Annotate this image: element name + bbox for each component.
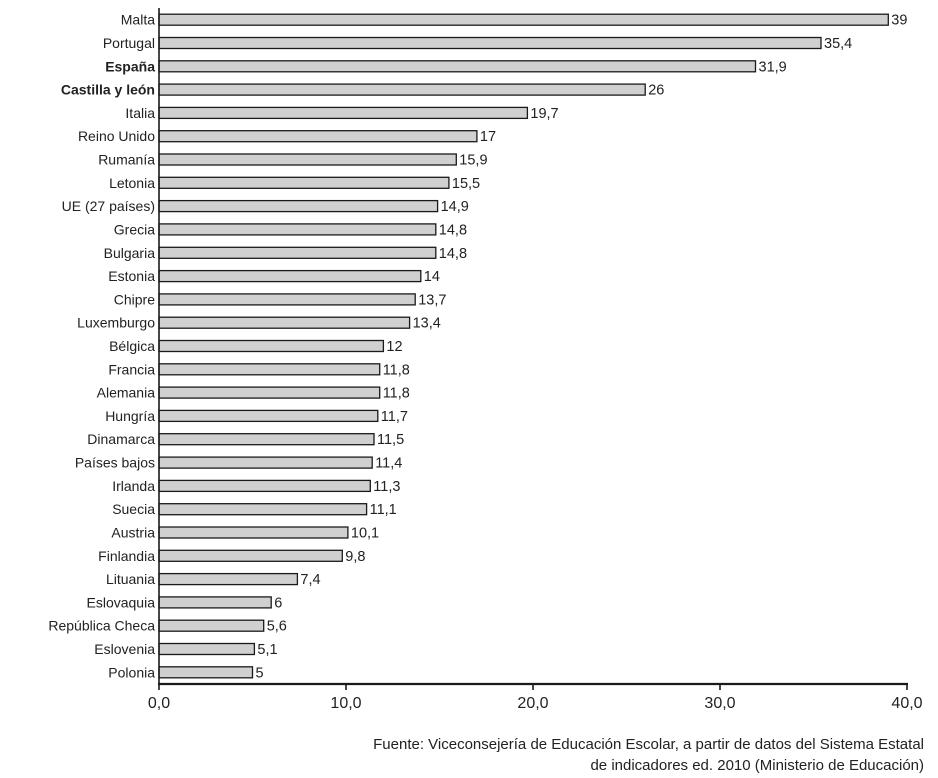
category-label: Lituania: [106, 571, 155, 587]
bar: [158, 456, 373, 469]
category-labels: Malta Portugal España Castilla y león Italia…: [48, 12, 155, 681]
x-tick-labels: 0,0 10,0 20,0 30,0 40,0: [148, 695, 923, 712]
bar: [158, 503, 368, 516]
value-label: 12: [386, 339, 402, 355]
bar: [158, 386, 381, 399]
bar: [158, 596, 272, 609]
value-label: 17: [480, 129, 496, 145]
value-label: 9,8: [345, 549, 365, 565]
category-label: Chipre: [114, 291, 155, 307]
category-label: Rumanía: [98, 152, 155, 168]
bar: [158, 619, 265, 632]
value-label: 15,5: [452, 176, 480, 192]
category-label: Austria: [111, 525, 155, 541]
bar: [158, 83, 646, 96]
category-label: Luxemburgo: [77, 315, 155, 331]
x-tick-label: 0,0: [148, 695, 170, 712]
bar: [158, 176, 450, 189]
value-label: 5,1: [257, 642, 277, 658]
bar: [158, 433, 375, 446]
category-label: Letonia: [109, 175, 155, 191]
category-label: Grecia: [114, 221, 155, 237]
value-label: 15,9: [459, 153, 487, 169]
value-label: 39: [891, 13, 907, 29]
category-label: Alemania: [97, 385, 156, 401]
category-label: República Checa: [48, 618, 155, 634]
bar: [158, 246, 437, 259]
value-label: 11,5: [377, 432, 404, 448]
value-label: 10,1: [351, 526, 379, 542]
bar: [158, 572, 299, 586]
value-label: 14,8: [439, 246, 467, 262]
category-label: Finlandia: [98, 548, 155, 564]
value-label: 11,1: [370, 502, 397, 518]
category-label: Francia: [108, 361, 155, 377]
category-label: Bélgica: [109, 338, 155, 354]
value-label: 6: [274, 595, 282, 611]
value-label: 11,8: [383, 386, 410, 402]
value-label: 11,8: [383, 362, 410, 378]
bar: [158, 60, 757, 73]
value-label: 14,9: [441, 199, 469, 215]
bar: [158, 479, 371, 493]
x-tick-label: 20,0: [517, 695, 548, 712]
bar: [158, 549, 343, 562]
category-label: Malta: [121, 12, 155, 28]
category-label: Portugal: [103, 35, 155, 51]
bar: [158, 223, 437, 236]
bar: [158, 106, 529, 120]
value-label: 31,9: [759, 59, 787, 75]
category-label: Bulgaria: [104, 245, 156, 261]
value-label: 11,7: [381, 409, 408, 425]
category-label: Estonia: [108, 268, 155, 284]
bar: [158, 526, 349, 539]
value-label: 7,4: [300, 572, 320, 588]
value-label: 11,4: [375, 456, 402, 472]
bar: [158, 130, 478, 143]
x-tick-label: 30,0: [704, 695, 735, 712]
category-label: UE (27 países): [62, 198, 155, 214]
source-note: Fuente: Viceconsejería de Educación Esco…: [373, 736, 924, 774]
bar: [158, 13, 889, 26]
bars-group: [158, 13, 889, 679]
bar: [158, 339, 385, 353]
bar: [158, 153, 457, 166]
value-label: 5: [256, 665, 264, 681]
category-label: Reino Unido: [78, 128, 155, 144]
bar: [158, 293, 416, 306]
value-label: 5,6: [267, 619, 287, 635]
bar: [158, 269, 422, 283]
x-tick-label: 10,0: [330, 695, 361, 712]
bar: [158, 666, 254, 679]
category-label: Castilla y león: [61, 82, 155, 98]
category-label: Italia: [125, 105, 155, 121]
value-label: 35,4: [824, 36, 852, 52]
bar: [158, 199, 439, 213]
category-label: Polonia: [108, 664, 155, 680]
category-label: Eslovaquia: [87, 594, 156, 610]
category-label: Hungría: [105, 408, 155, 424]
value-label: 13,4: [413, 316, 441, 332]
category-label: Eslovenia: [94, 641, 155, 657]
value-label: 14: [424, 269, 440, 285]
axes: [158, 8, 908, 690]
category-label: Dinamarca: [87, 431, 155, 447]
category-label: Suecia: [112, 501, 155, 517]
bar-chart: Malta Portugal España Castilla y león Italia…: [48, 8, 923, 712]
x-tick-label: 40,0: [891, 695, 922, 712]
bar: [158, 36, 822, 50]
bar: [158, 409, 379, 423]
value-label: 11,3: [373, 479, 400, 495]
value-label: 13,7: [418, 292, 446, 308]
category-label: Países bajos: [75, 455, 155, 471]
category-label: Irlanda: [112, 478, 155, 494]
value-label: 26: [648, 83, 664, 99]
value-labels: 39 35,4 31,9 26 19,7 17 15,9 15,5 14,9 14,8 14,8 14…: [256, 13, 908, 682]
bar: [158, 363, 381, 376]
value-label: 19,7: [530, 106, 558, 122]
bar: [158, 642, 256, 656]
value-label: 14,8: [439, 222, 467, 238]
category-label: España: [105, 58, 155, 74]
bar: [158, 316, 411, 329]
